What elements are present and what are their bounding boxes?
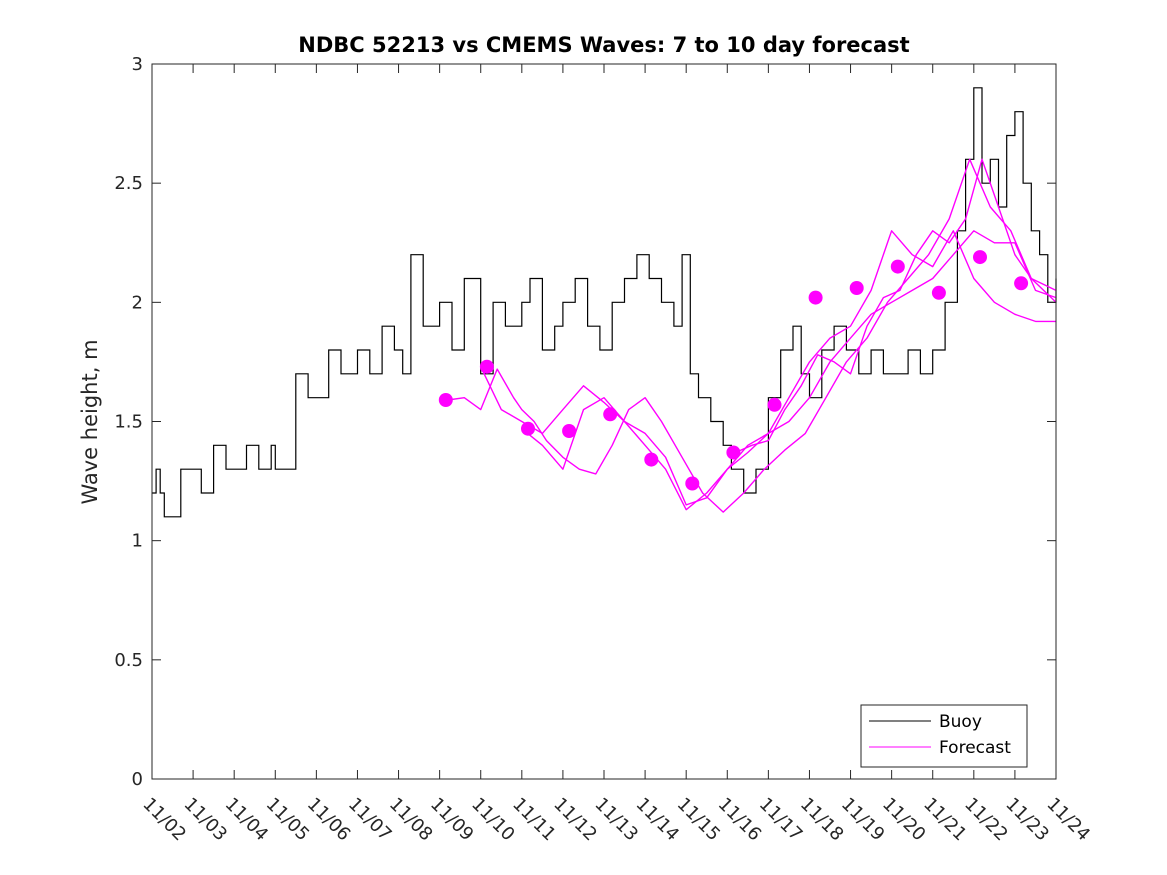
plot-area xyxy=(152,64,1056,779)
y-tick-label-0: 0 xyxy=(132,769,143,790)
legend-buoy-label: Buoy xyxy=(939,712,982,732)
forecast-start-point-6 xyxy=(685,476,700,491)
forecast-start-point-14 xyxy=(1014,276,1029,291)
y-tick-label-1: 0.5 xyxy=(114,650,143,671)
y-tick-label-6: 3 xyxy=(132,54,143,75)
forecast-start-point-13 xyxy=(973,250,987,265)
series-forecast-run-2 xyxy=(521,230,1056,511)
y-tick-label-4: 2 xyxy=(132,292,143,313)
forecast-start-point-2 xyxy=(521,421,535,436)
forecast-start-point-1 xyxy=(479,359,494,374)
legend-forecast-label: Forecast xyxy=(939,738,1011,758)
forecast-start-point-10 xyxy=(849,281,864,295)
forecast-start-point-4 xyxy=(603,407,618,422)
forecast-start-point-11 xyxy=(890,259,905,274)
series-layer xyxy=(152,87,1057,518)
series-forecast-run-0 xyxy=(447,158,1057,513)
forecast-start-point-7 xyxy=(726,445,741,460)
chart-title: NDBC 52213 vs CMEMS Waves: 7 to 10 day f… xyxy=(298,33,909,57)
legend-box xyxy=(860,704,1028,768)
forecast-start-point-9 xyxy=(808,290,823,305)
forecast-start-point-12 xyxy=(931,285,946,300)
legend: Buoy Forecast xyxy=(860,704,1028,768)
y-tick-label-5: 2.5 xyxy=(114,173,143,194)
forecast-start-point-8 xyxy=(767,397,782,412)
y-tick-label-3: 1.5 xyxy=(114,412,143,433)
series-buoy-line xyxy=(152,87,1057,518)
y-axis-label: Wave height, m xyxy=(78,339,102,504)
plot-background xyxy=(152,64,1056,779)
forecast-start-point-0 xyxy=(438,393,453,407)
series-forecast-run-3 xyxy=(735,158,1057,454)
y-tick-label-2: 1 xyxy=(132,531,143,552)
forecast-start-point-3 xyxy=(562,424,577,438)
forecast-start-point-5 xyxy=(644,452,659,467)
